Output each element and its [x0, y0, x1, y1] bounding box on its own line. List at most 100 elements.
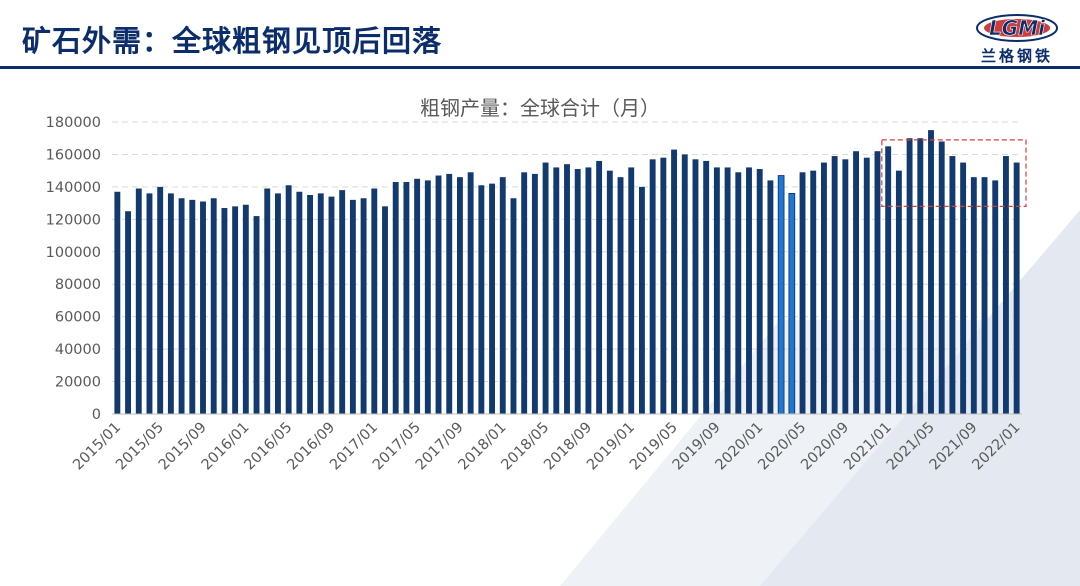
bar-2017-03 — [392, 182, 399, 414]
bar-2015-03 — [135, 188, 142, 414]
bar-2019-01 — [628, 167, 635, 414]
bar-2021-01 — [885, 146, 892, 415]
y-tick-label: 20000 — [55, 375, 101, 391]
x-tick-label: 2022/01 — [970, 420, 1024, 474]
bar-2015-08 — [189, 199, 196, 414]
bar-2018-03 — [521, 172, 528, 414]
bar-2017-02 — [382, 206, 388, 414]
chart-title: 粗钢产量：全球合计（月） — [420, 96, 660, 120]
bar-2017-12 — [489, 183, 496, 414]
highlight-box — [881, 139, 1027, 207]
bar-2018-12 — [617, 177, 624, 414]
bar-2018-09 — [585, 167, 592, 414]
y-tick-label: 140000 — [46, 180, 101, 196]
bar-2018-04 — [531, 173, 538, 414]
bar-2021-10 — [981, 177, 988, 414]
bar-2016-12 — [360, 198, 367, 414]
bar-2017-01 — [371, 188, 378, 414]
bar-2020-04 — [788, 192, 796, 415]
bar-2021-03 — [906, 138, 913, 414]
bar-2019-07 — [692, 159, 699, 414]
bar-2020-06 — [810, 170, 817, 414]
bar-2015-12 — [232, 206, 239, 414]
bar-2019-05 — [671, 149, 678, 415]
bar-2017-06 — [424, 180, 431, 414]
y-tick-label: 100000 — [46, 245, 101, 261]
bar-2016-08 — [317, 193, 324, 414]
bar-2021-12 — [1002, 156, 1009, 415]
bar-2020-02 — [767, 180, 774, 414]
bar-2017-09 — [456, 177, 463, 414]
bar-2021-06 — [938, 141, 945, 414]
bar-2016-07 — [307, 195, 314, 414]
bar-2018-02 — [510, 198, 517, 414]
y-tick-label: 160000 — [46, 147, 101, 163]
bar-2017-10 — [467, 172, 474, 414]
bar-2015-11 — [221, 207, 228, 414]
y-tick-label: 120000 — [46, 212, 101, 228]
bar-2018-07 — [564, 164, 570, 414]
bar-2019-12 — [746, 167, 752, 414]
bar-2017-04 — [403, 182, 410, 414]
bar-2020-11 — [863, 157, 870, 414]
bar-2018-10 — [596, 160, 603, 414]
bar-2019-08 — [703, 160, 710, 414]
bar-2020-08 — [831, 156, 838, 415]
page-title: 矿石外需：全球粗钢见顶后回落 — [22, 24, 443, 58]
bar-2019-10 — [724, 167, 731, 414]
bar-2016-09 — [328, 196, 335, 414]
bar-2020-09 — [842, 159, 849, 414]
bar-2020-10 — [853, 151, 860, 414]
bar-2022-01 — [1013, 162, 1020, 414]
bar-2021-09 — [970, 177, 977, 414]
bar-2021-07 — [949, 156, 956, 415]
bar-2015-09 — [200, 201, 206, 414]
bar-2021-11 — [992, 180, 999, 414]
bar-2017-08 — [446, 173, 453, 414]
bar-2021-08 — [960, 162, 967, 414]
bar-2019-09 — [713, 167, 720, 414]
bar-2015-04 — [146, 193, 153, 414]
bar-2019-06 — [681, 154, 688, 414]
bar-2018-11 — [606, 170, 613, 414]
bar-2017-05 — [414, 178, 421, 414]
y-tick-label: 0 — [92, 407, 101, 423]
bar-2018-01 — [499, 177, 506, 414]
y-tick-label: 40000 — [55, 342, 101, 358]
y-tick-label: 180000 — [46, 115, 101, 131]
bar-2021-04 — [917, 138, 924, 414]
bar-2015-01 — [114, 191, 121, 414]
bar-2018-05 — [542, 162, 549, 414]
bar-2015-10 — [210, 198, 217, 414]
logo-subtitle: 兰格钢铁 — [980, 47, 1053, 65]
bar-2018-06 — [553, 167, 560, 414]
bar-2016-10 — [339, 190, 346, 414]
bar-2016-06 — [296, 191, 303, 414]
bar-2017-11 — [478, 185, 485, 414]
bar-2017-07 — [435, 175, 442, 414]
bar-2020-01 — [756, 169, 763, 414]
bar-2018-08 — [574, 169, 581, 414]
bar-2015-05 — [157, 186, 164, 414]
bar-2020-12 — [874, 151, 881, 414]
title-underline — [0, 66, 1080, 69]
y-tick-label: 80000 — [55, 277, 101, 293]
logo-text: LGMi — [989, 16, 1046, 40]
bar-2019-03 — [649, 159, 656, 414]
bar-2015-07 — [178, 198, 185, 414]
bar-2021-05 — [928, 130, 934, 414]
bar-2016-04 — [274, 193, 281, 414]
bar-2015-02 — [125, 211, 132, 414]
company-logo: LGMi — [976, 14, 1058, 42]
bar-2020-05 — [799, 172, 806, 414]
bar-2020-03 — [777, 175, 785, 415]
bar-2016-11 — [349, 199, 356, 414]
bar-2021-02 — [895, 170, 902, 414]
bar-2016-01 — [242, 204, 249, 414]
bar-2016-03 — [264, 188, 271, 414]
y-tick-label: 60000 — [55, 310, 101, 326]
bar-2019-04 — [660, 157, 667, 414]
bar-2019-02 — [638, 186, 645, 414]
